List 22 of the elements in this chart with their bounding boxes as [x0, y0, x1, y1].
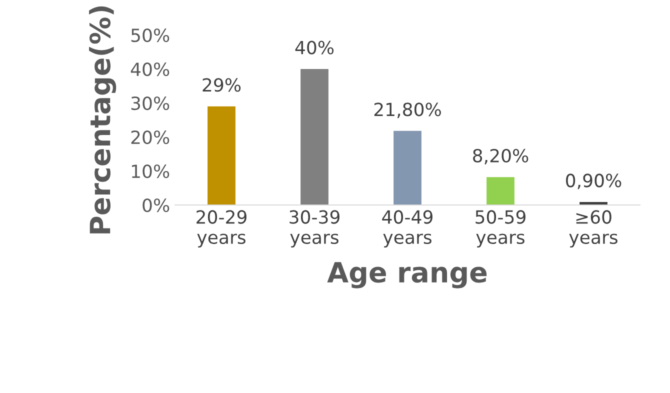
- data-label: 21,80%: [374, 102, 441, 118]
- bar: [208, 106, 236, 205]
- y-tick-label: 20%: [131, 130, 170, 144]
- y-axis-title: Percentage(%): [89, 6, 116, 234]
- x-tick-label: ≥60 years: [569, 210, 618, 248]
- data-label: 40%: [295, 40, 334, 54]
- bar: [394, 130, 422, 205]
- y-tick-label: 0%: [142, 198, 170, 212]
- x-tick-label: 30-39 years: [290, 210, 340, 248]
- data-label: 0,90%: [566, 174, 622, 190]
- bar: [300, 69, 328, 205]
- y-tick-label: 30%: [131, 96, 170, 110]
- bar: [486, 177, 514, 205]
- x-tick-label: 50-59 years: [476, 210, 526, 248]
- data-label: 29%: [202, 78, 241, 92]
- x-tick-label: 40-49 years: [382, 210, 432, 248]
- data-label: 8,20%: [473, 148, 528, 164]
- y-tick-label: 50%: [131, 28, 170, 42]
- y-tick-label: 40%: [130, 62, 170, 76]
- y-tick-label: 10%: [132, 164, 170, 178]
- x-tick-label: 20-29 years: [196, 210, 246, 248]
- x-axis-title: Age range: [327, 262, 487, 288]
